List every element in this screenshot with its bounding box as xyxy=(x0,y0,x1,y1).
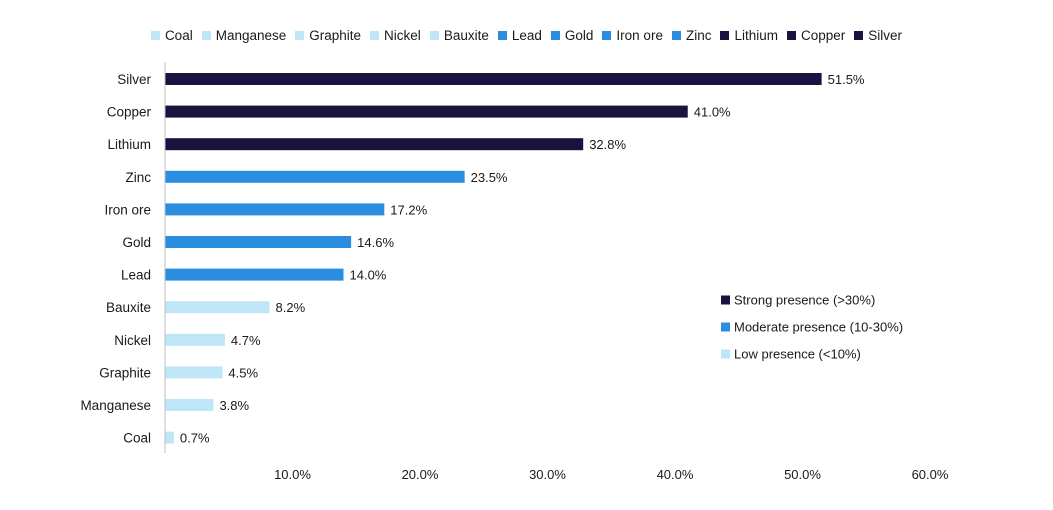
value-label-lead: 14.0% xyxy=(350,268,387,283)
category-label-coal: Coal xyxy=(123,431,151,446)
category-label-graphite: Graphite xyxy=(99,365,151,380)
bar-lithium xyxy=(165,138,584,151)
legend-swatch xyxy=(201,30,211,40)
legend-swatch xyxy=(429,30,439,40)
legend-item-bauxite: Bauxite xyxy=(429,27,489,43)
bar-coal xyxy=(165,431,174,444)
legend-label: Graphite xyxy=(309,27,362,43)
legend-item-zinc: Zinc xyxy=(671,27,712,43)
key-label-strong: Strong presence (>30%) xyxy=(734,293,875,308)
legend-swatch xyxy=(550,30,560,40)
legend-item-copper: Copper xyxy=(787,28,845,43)
legend-item-nickel: Nickel xyxy=(370,28,421,43)
bars-layer xyxy=(165,73,822,444)
legend-swatch xyxy=(497,30,507,40)
bar-silver xyxy=(165,73,822,85)
bar-nickel xyxy=(165,333,225,346)
category-label-manganese: Manganese xyxy=(80,398,151,413)
legend-label: Coal xyxy=(164,27,193,43)
bar-gold xyxy=(165,236,352,248)
key-swatch-moderate xyxy=(721,322,730,332)
legend-swatch xyxy=(295,30,305,40)
bar-manganese xyxy=(165,399,214,411)
legend-label: Lead xyxy=(511,27,542,43)
x-tick-label: 10.0% xyxy=(274,467,311,482)
value-label-gold: 14.6% xyxy=(357,235,394,250)
key-swatch-strong xyxy=(721,295,730,305)
legend-item-lead: Lead xyxy=(497,27,542,43)
value-label-graphite: 4.5% xyxy=(228,365,258,380)
category-label-gold: Gold xyxy=(122,235,151,250)
bar-copper xyxy=(165,105,688,118)
value-label-bauxite: 8.2% xyxy=(276,300,306,315)
legend-swatch xyxy=(150,30,160,40)
legend-swatch xyxy=(370,30,380,40)
value-label-lithium: 32.8% xyxy=(589,137,626,152)
legend-swatch xyxy=(671,30,681,40)
legend-label: Gold xyxy=(564,27,594,43)
x-tick-label: 60.0% xyxy=(912,467,949,482)
value-label-coal: 0.7% xyxy=(180,431,210,446)
value-label-copper: 41.0% xyxy=(694,105,731,120)
category-label-lithium: Lithium xyxy=(107,137,151,152)
legend-label: Manganese xyxy=(215,27,287,43)
legend-swatch xyxy=(787,30,796,40)
legend-label: Iron ore xyxy=(616,27,663,43)
value-label-zinc: 23.5% xyxy=(471,170,508,185)
labels-layer: Silver 51.5% Copper 41.0% Lithium 32.8% Zinc 23… xyxy=(80,72,864,446)
legend-swatch xyxy=(720,30,730,40)
legend-label: Bauxite xyxy=(443,27,489,43)
bar-graphite xyxy=(165,366,223,379)
bar-lead xyxy=(165,268,344,281)
value-label-manganese: 3.8% xyxy=(219,398,249,413)
bar-zinc xyxy=(165,170,465,183)
legend-item-lithium: Lithium xyxy=(720,28,778,43)
category-label-bauxite: Bauxite xyxy=(106,300,151,315)
legend-label: Zinc xyxy=(685,27,712,43)
legend-label: Nickel xyxy=(384,27,421,43)
legend-swatch xyxy=(854,30,864,40)
legend-item-coal: Coal xyxy=(150,27,193,43)
legend-swatch xyxy=(602,30,612,40)
x-tick-label: 30.0% xyxy=(529,467,566,482)
series-legend: Coal Manganese Graphite Nickel Bauxite Lead Go… xyxy=(0,26,1053,44)
x-tick-label: 50.0% xyxy=(784,467,821,482)
bar-iron-ore xyxy=(165,203,385,216)
category-label-iron-ore: Iron ore xyxy=(104,202,151,217)
value-label-iron-ore: 17.2% xyxy=(390,202,427,217)
key-label-moderate: Moderate presence (10-30%) xyxy=(734,320,903,335)
legend-label: Copper xyxy=(801,27,846,43)
category-label-copper: Copper xyxy=(107,105,152,120)
value-label-silver: 51.5% xyxy=(828,72,865,87)
legend-item-graphite: Graphite xyxy=(295,28,361,43)
legend-item-silver: Silver xyxy=(854,28,902,43)
category-label-nickel: Nickel xyxy=(114,333,151,348)
presence-key: Strong presence (>30%) Moderate presence … xyxy=(721,293,903,362)
x-tick-label: 20.0% xyxy=(402,467,439,482)
key-label-low: Low presence (<10%) xyxy=(734,347,861,362)
category-label-zinc: Zinc xyxy=(125,170,151,185)
legend-item-manganese: Manganese xyxy=(201,27,287,43)
legend-item-iron-ore: Iron ore xyxy=(602,28,663,43)
legend-label: Lithium xyxy=(734,27,778,43)
bar-bauxite xyxy=(165,301,270,314)
category-label-lead: Lead xyxy=(121,268,151,283)
axis-layer: 10.0% 20.0% 30.0% 40.0% 50.0% 60.0% xyxy=(164,62,949,482)
key-swatch-low xyxy=(721,349,730,359)
legend-label: Silver xyxy=(868,27,903,43)
legend-item-gold: Gold xyxy=(550,27,594,43)
category-label-silver: Silver xyxy=(117,72,151,87)
value-label-nickel: 4.7% xyxy=(231,333,261,348)
x-tick-label: 40.0% xyxy=(657,467,694,482)
